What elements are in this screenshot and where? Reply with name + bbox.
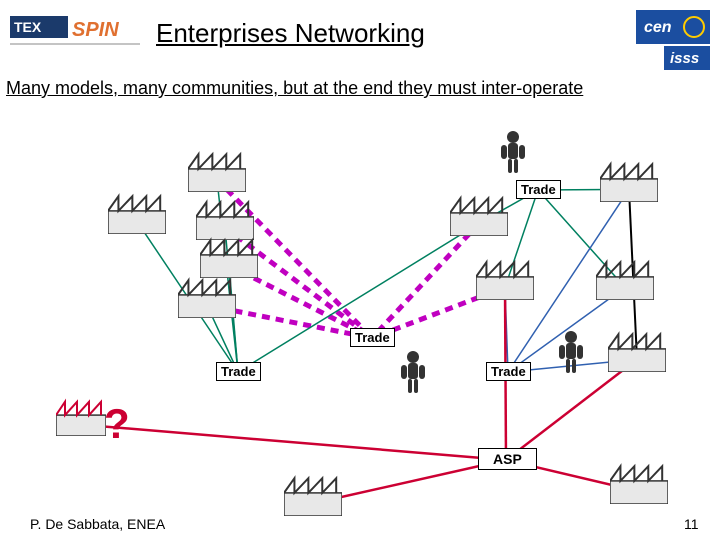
factory-icon xyxy=(56,398,106,441)
factory-icon xyxy=(476,258,534,305)
trade-label: Trade xyxy=(486,362,531,381)
svg-text:cen: cen xyxy=(644,19,672,36)
factory-icon xyxy=(600,160,658,207)
person-icon xyxy=(398,350,428,399)
asp-box: ASP xyxy=(478,448,537,470)
trade-label: Trade xyxy=(216,362,261,381)
factory-icon xyxy=(284,474,342,521)
factory-icon xyxy=(108,192,166,239)
person-icon xyxy=(556,330,586,379)
question-mark: ? xyxy=(104,400,130,448)
person-icon xyxy=(498,130,528,179)
trade-label: Trade xyxy=(516,180,561,199)
footer-page: 11 xyxy=(684,516,699,532)
logo-texspin: TEX SPIN xyxy=(10,16,140,55)
svg-text:isss: isss xyxy=(670,50,699,67)
svg-text:SPIN: SPIN xyxy=(72,19,119,41)
trade-label: Trade xyxy=(350,328,395,347)
factory-icon xyxy=(610,462,668,509)
factory-icon xyxy=(608,330,666,377)
svg-text:TEX: TEX xyxy=(14,19,42,35)
factory-icon xyxy=(450,194,508,241)
factory-icon xyxy=(178,276,236,323)
factory-icon xyxy=(188,150,246,197)
footer-author: P. De Sabbata, ENEA xyxy=(30,516,165,532)
slide-title: Enterprises Networking xyxy=(156,18,425,49)
slide-subtitle: Many models, many communities, but at th… xyxy=(6,78,583,99)
factory-icon xyxy=(596,258,654,305)
logo-cen-isss: cen isss xyxy=(636,10,710,77)
